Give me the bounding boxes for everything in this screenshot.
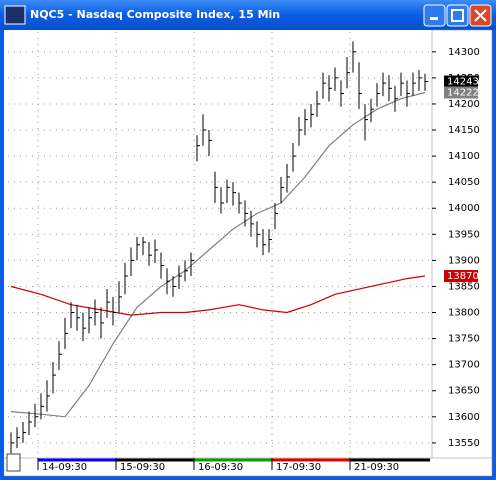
price-axis <box>431 29 493 461</box>
client-area <box>4 30 492 476</box>
y-tick-label: 13850 <box>448 281 480 292</box>
last-value-tag <box>444 270 478 283</box>
x-tick-label: 21-09:30 <box>354 462 399 473</box>
y-tick-label: 14050 <box>448 177 480 188</box>
y-tick-label: 14000 <box>448 203 480 214</box>
app-icon <box>4 5 26 25</box>
indicator-line <box>10 91 426 418</box>
x-tick-label: 16-09:30 <box>198 462 243 473</box>
last-value-label: 14243 <box>447 77 479 88</box>
window-title: NQC5 - Nasdaq Composite Index, 15 Min <box>30 8 280 21</box>
maximize-button[interactable] <box>446 4 469 27</box>
x-tick-label: 17-09:30 <box>276 462 321 473</box>
close-glyph <box>474 9 487 22</box>
y-tick-label: 13750 <box>448 334 480 345</box>
title-bar <box>0 0 496 30</box>
x-tick-label: 14-09:30 <box>42 462 87 473</box>
y-tick-label: 14300 <box>448 47 480 58</box>
y-tick-label: 13650 <box>448 386 480 397</box>
x-tick-label: 15-09:30 <box>120 462 165 473</box>
scroll-box[interactable] <box>6 453 21 472</box>
indicator-line <box>10 275 426 316</box>
y-tick-label: 13900 <box>448 255 480 266</box>
y-tick-label: 13800 <box>448 308 480 319</box>
y-tick-label: 13950 <box>448 229 480 240</box>
y-tick-label: 14200 <box>448 99 480 110</box>
minimize-glyph <box>430 17 438 20</box>
last-value-label: 14222 <box>447 87 479 98</box>
plot: 13550 13600 13650 13700 13750 13800 13850 13900… <box>8 32 480 473</box>
y-tick-label: 13600 <box>448 412 480 423</box>
y-tick-label: 14150 <box>448 125 480 136</box>
time-axis <box>3 457 493 477</box>
last-value-label: 13870 <box>447 271 479 282</box>
y-tick-label: 13550 <box>448 438 480 449</box>
y-tick-label: 13700 <box>448 360 480 371</box>
maximize-glyph <box>451 9 464 22</box>
y-tick-label: 14100 <box>448 151 480 162</box>
last-value-tag <box>444 75 478 88</box>
last-value-tag <box>444 86 478 99</box>
minimize-button[interactable] <box>423 4 446 27</box>
